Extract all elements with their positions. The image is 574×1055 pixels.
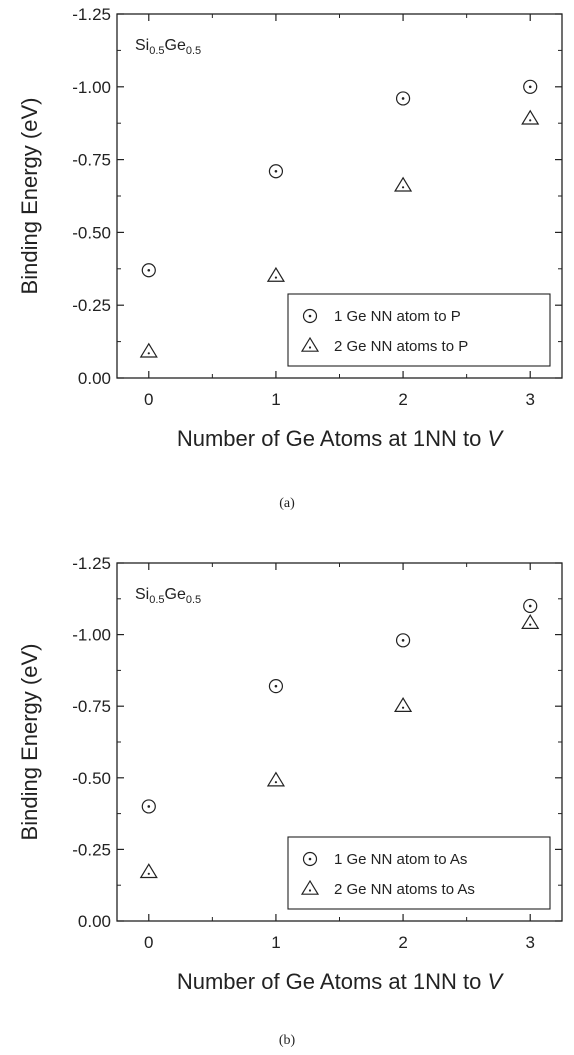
y-tick-label: -0.25 bbox=[72, 840, 111, 859]
series-2-point bbox=[139, 342, 158, 358]
chart-panel-b: 0.00 -0.25 -0.50 -0.75 -1.00 -1.25 0 1 2 3 Binding… bbox=[0, 528, 574, 1055]
composition-si: Si bbox=[135, 586, 149, 603]
series-2-point-center bbox=[274, 276, 278, 279]
x-tick-label: 0 bbox=[144, 933, 153, 952]
y-tick-label: -0.75 bbox=[72, 151, 111, 170]
composition-ge: Ge bbox=[165, 586, 186, 603]
y-tick-label: -1.25 bbox=[72, 554, 111, 573]
panel-a-caption: (a) bbox=[279, 496, 295, 511]
y-tick-label: 0.00 bbox=[78, 369, 111, 388]
y-tick-label: 0.00 bbox=[78, 912, 111, 931]
composition-si-sub: 0.5 bbox=[149, 594, 164, 606]
series-1-point bbox=[141, 799, 156, 814]
series-2-point bbox=[139, 863, 158, 879]
y-tick-label: -0.25 bbox=[72, 296, 111, 315]
composition-label: Si0.5Ge0.5 bbox=[135, 586, 201, 606]
composition-si-sub: 0.5 bbox=[149, 45, 164, 57]
x-tick-label: 0 bbox=[144, 390, 153, 409]
legend-marker-2-center bbox=[308, 346, 312, 349]
panel-b-caption: (b) bbox=[278, 1033, 296, 1048]
series-1-point bbox=[268, 679, 284, 694]
series-2-point-center bbox=[274, 781, 278, 784]
series-2-point-center bbox=[401, 186, 405, 189]
series-1-point-center bbox=[528, 85, 532, 89]
legend-marker-2-center bbox=[308, 889, 312, 892]
x-tick-label: 3 bbox=[525, 390, 534, 409]
x-tick-label: 2 bbox=[398, 933, 407, 952]
series-1-point bbox=[395, 633, 411, 648]
composition-ge: Ge bbox=[165, 37, 186, 54]
series-1-point-center bbox=[274, 684, 278, 688]
legend-box bbox=[287, 836, 551, 910]
series-2-point-center bbox=[147, 872, 150, 875]
y-axis-title: Binding Energy (eV) bbox=[17, 644, 42, 841]
legend-marker-2 bbox=[300, 336, 320, 352]
chart-a-svg: 0.00 -0.25 -0.50 -0.75 -1.00 -1.25 0 1 2 3 Binding… bbox=[17, 5, 563, 451]
series-2-point bbox=[266, 771, 285, 787]
series-1-point bbox=[523, 79, 538, 94]
legend-marker-2 bbox=[300, 879, 320, 895]
composition-si: Si bbox=[135, 37, 149, 54]
composition-label: Si0.5Ge0.5 bbox=[135, 37, 201, 57]
series-1-point bbox=[268, 164, 284, 179]
y-tick-label: -0.50 bbox=[72, 769, 111, 788]
series-1-point-center bbox=[401, 639, 405, 642]
series-2-point bbox=[521, 109, 540, 125]
series-1-point-center bbox=[147, 805, 151, 808]
legend-marker-1 bbox=[302, 308, 318, 324]
legend-label-2: 2 Ge NN atoms to As bbox=[334, 881, 475, 898]
x-tick-label: 1 bbox=[271, 390, 280, 409]
composition-ge-sub: 0.5 bbox=[186, 594, 201, 606]
x-axis-title: Number of Ge Atoms at 1NN to V bbox=[177, 426, 505, 451]
series-2-point-center bbox=[147, 352, 150, 355]
series-1-point-center bbox=[147, 268, 151, 272]
x-axis-title: Number of Ge Atoms at 1NN to V bbox=[177, 969, 505, 994]
series-2-point-center bbox=[401, 706, 405, 709]
x-axis-title-italic: V bbox=[487, 426, 504, 451]
series-2-point bbox=[266, 266, 285, 282]
chart-b-svg: 0.00 -0.25 -0.50 -0.75 -1.00 -1.25 0 1 2 3 Binding… bbox=[17, 554, 563, 994]
x-tick-label: 2 bbox=[398, 390, 407, 409]
legend-marker-1-center bbox=[308, 314, 312, 318]
x-axis-title-text: Number of Ge Atoms at 1NN to bbox=[177, 426, 488, 451]
series-2-point bbox=[521, 613, 540, 629]
series-1-point-center bbox=[528, 604, 532, 608]
x-tick-label: 1 bbox=[271, 933, 280, 952]
series-2-point bbox=[394, 176, 413, 192]
series-2-point-center bbox=[529, 623, 532, 626]
legend-label-1: 1 Ge NN atom to As bbox=[334, 851, 467, 868]
y-tick-label: -0.50 bbox=[72, 223, 111, 242]
series-1-point bbox=[141, 263, 156, 278]
x-axis-title-text: Number of Ge Atoms at 1NN to bbox=[177, 969, 488, 994]
y-tick-label: -1.00 bbox=[72, 626, 111, 645]
y-axis-title: Binding Energy (eV) bbox=[17, 98, 42, 295]
x-tick-label: 3 bbox=[525, 933, 534, 952]
series-1-point-center bbox=[274, 169, 278, 173]
legend-marker-1-center bbox=[308, 857, 312, 861]
y-tick-label: -1.00 bbox=[72, 78, 111, 97]
chart-panel-a: 0.00 -0.25 -0.50 -0.75 -1.00 -1.25 0 1 2 3 Binding… bbox=[17, 5, 563, 511]
composition-ge-sub: 0.5 bbox=[186, 45, 201, 57]
legend-label-1: 1 Ge NN atom to P bbox=[334, 308, 461, 325]
series-1-point bbox=[395, 91, 411, 106]
y-tick-label: -0.75 bbox=[72, 697, 111, 716]
legend-label-2: 2 Ge NN atoms to P bbox=[334, 338, 468, 355]
series-2-point-center bbox=[529, 119, 532, 122]
series-1-point bbox=[523, 598, 538, 614]
legend-box bbox=[287, 293, 551, 367]
legend-marker-1 bbox=[302, 851, 318, 867]
series-2-point bbox=[394, 697, 413, 712]
y-tick-label: -1.25 bbox=[72, 5, 111, 24]
series-1-point-center bbox=[401, 97, 405, 100]
x-axis-title-italic: V bbox=[487, 969, 504, 994]
